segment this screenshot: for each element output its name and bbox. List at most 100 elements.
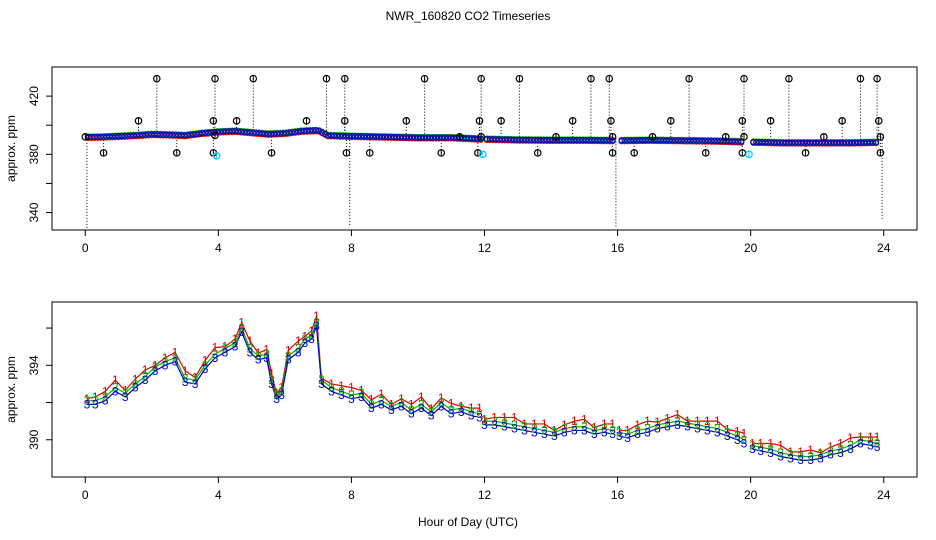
series-3-marker bbox=[780, 139, 787, 146]
series-3-marker bbox=[804, 139, 811, 146]
series-3-label: 3 bbox=[295, 345, 302, 359]
series-3-label: 3 bbox=[757, 444, 764, 458]
series-2-label: 2 bbox=[767, 442, 774, 456]
series-1-label: 1 bbox=[817, 446, 824, 460]
series-3-marker bbox=[654, 137, 661, 144]
series-3-marker bbox=[441, 134, 449, 141]
series-3-marker bbox=[130, 132, 137, 139]
series-3-marker bbox=[247, 129, 254, 136]
series-3-marker bbox=[100, 133, 107, 140]
series-3-marker bbox=[340, 132, 347, 139]
series-3-label: 3 bbox=[581, 423, 588, 437]
top-x-tick-label: 8 bbox=[348, 241, 355, 255]
series-3-label: 3 bbox=[724, 429, 731, 443]
series-3-marker bbox=[762, 139, 769, 146]
series-2-label: 2 bbox=[777, 446, 784, 460]
series-3-marker bbox=[825, 139, 832, 146]
series-3-marker bbox=[663, 137, 670, 144]
series-3-marker bbox=[223, 128, 230, 135]
series-2-label: 2 bbox=[787, 448, 794, 462]
series-3-marker bbox=[115, 133, 122, 140]
series-3-marker bbox=[408, 134, 416, 141]
series-3-marker bbox=[567, 136, 574, 144]
series-3-marker bbox=[283, 129, 290, 137]
series-1-label: 1 bbox=[827, 440, 834, 454]
series-2-label: 2 bbox=[501, 416, 508, 430]
series-1-label: 1 bbox=[591, 421, 598, 435]
series-1-label: 1 bbox=[724, 423, 731, 437]
series-3-marker bbox=[420, 134, 428, 141]
series-3-label: 3 bbox=[438, 399, 445, 413]
series-3-label: 3 bbox=[551, 429, 558, 443]
series-1-label: 1 bbox=[757, 436, 764, 450]
series-3-marker bbox=[354, 133, 362, 140]
series-3-marker bbox=[301, 127, 308, 135]
series-3-marker bbox=[708, 137, 715, 144]
series-3-label: 3 bbox=[481, 418, 488, 432]
series-3-label: 3 bbox=[84, 397, 91, 411]
bottom-y-tick-label: 394 bbox=[27, 355, 41, 375]
top-x-tick-label: 24 bbox=[877, 241, 891, 255]
series-3-label: 3 bbox=[777, 450, 784, 464]
series-3-marker bbox=[384, 133, 392, 141]
series-2-label: 2 bbox=[581, 420, 588, 434]
series-3-marker bbox=[447, 134, 454, 141]
series-2-label: 2 bbox=[458, 401, 465, 415]
series-3-marker bbox=[91, 133, 98, 141]
series-2-label: 2 bbox=[541, 423, 548, 437]
series-1-label: 1 bbox=[273, 386, 280, 400]
series-3-label: 3 bbox=[142, 373, 149, 387]
top-x-tick-label: 20 bbox=[744, 241, 758, 255]
series-1-label: 1 bbox=[328, 377, 335, 391]
series-3-marker bbox=[360, 133, 368, 140]
series-3-marker bbox=[858, 139, 865, 146]
series-3-marker bbox=[319, 129, 326, 136]
series-2-label: 2 bbox=[874, 436, 881, 450]
series-3-marker bbox=[816, 139, 823, 146]
series-3-label: 3 bbox=[468, 409, 475, 423]
series-2-label: 2 bbox=[749, 438, 756, 452]
series-3-label: 3 bbox=[308, 332, 315, 346]
series-2-label: 2 bbox=[521, 420, 528, 434]
series-3-marker bbox=[142, 131, 149, 138]
series-2-label: 2 bbox=[112, 381, 119, 395]
series-3-marker bbox=[855, 139, 862, 146]
series-3-label: 3 bbox=[694, 422, 701, 436]
series-3-marker bbox=[666, 137, 673, 144]
series-1-label: 1 bbox=[172, 345, 179, 359]
series-2-label: 2 bbox=[192, 373, 199, 387]
series-3-marker bbox=[750, 138, 757, 146]
series-3-marker bbox=[151, 131, 158, 138]
series-2-label: 2 bbox=[609, 423, 616, 437]
series-3-marker bbox=[399, 134, 407, 141]
series-3-marker bbox=[190, 131, 197, 138]
series-3-marker bbox=[298, 127, 305, 135]
series-3-marker bbox=[226, 128, 233, 135]
series-1-label: 1 bbox=[238, 315, 245, 329]
series-3-marker bbox=[417, 134, 425, 141]
series-3-marker bbox=[103, 133, 110, 140]
series-3-line bbox=[619, 424, 745, 445]
series-1-line bbox=[752, 436, 878, 454]
series-3-marker bbox=[678, 137, 685, 144]
series-3-marker bbox=[540, 136, 547, 144]
series-3-marker bbox=[334, 132, 341, 139]
series-1-label: 1 bbox=[202, 354, 209, 368]
series-3-marker bbox=[136, 131, 143, 139]
series-1-label: 1 bbox=[521, 417, 528, 431]
series-3-label: 3 bbox=[644, 425, 651, 439]
series-3-label: 3 bbox=[132, 381, 139, 395]
series-2-label: 2 bbox=[162, 355, 169, 369]
series-3-marker bbox=[498, 136, 505, 143]
series-3-label: 3 bbox=[328, 384, 335, 398]
series-1-label: 1 bbox=[378, 387, 385, 401]
series-3-marker bbox=[735, 138, 742, 145]
series-2-label: 2 bbox=[571, 420, 578, 434]
series-3-marker bbox=[229, 128, 236, 135]
series-2-label: 2 bbox=[684, 416, 691, 430]
series-3-marker bbox=[603, 137, 610, 144]
series-2-label: 2 bbox=[255, 349, 262, 363]
series-3-label: 3 bbox=[318, 377, 325, 391]
